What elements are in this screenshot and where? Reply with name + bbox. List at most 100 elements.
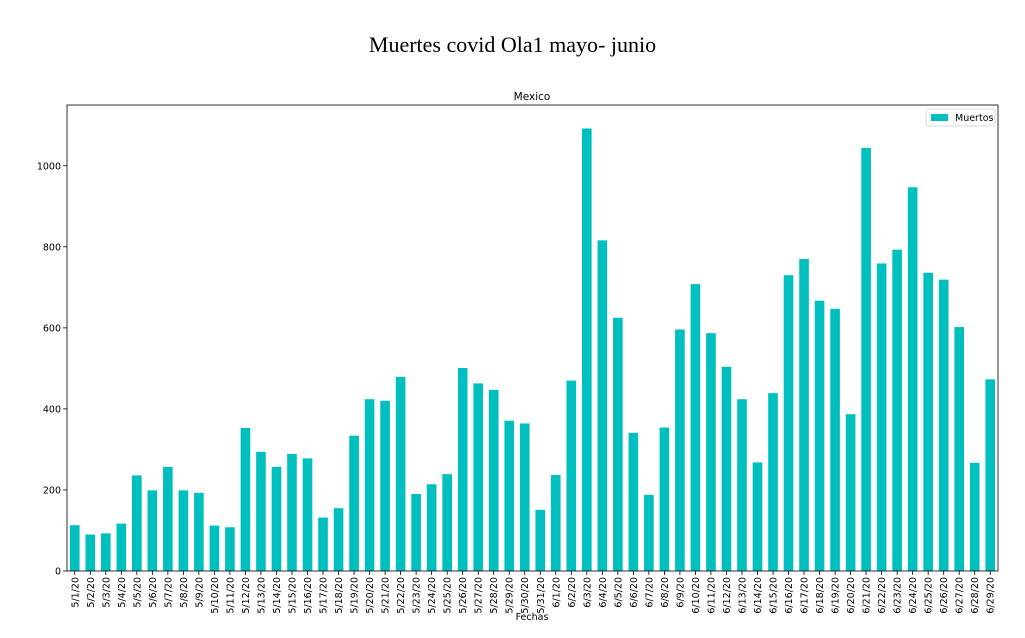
x-tick-label: 5/11/20 xyxy=(225,577,236,614)
x-tick-label: 5/9/20 xyxy=(194,577,205,608)
bar-6/9/20 xyxy=(675,329,685,571)
x-axis-ticks: 5/1/20 5/2/20 5/3/20 5/4/20 5/5/20 5/6/20 5/7/… xyxy=(70,571,997,614)
x-tick-label: 6/7/20 xyxy=(644,577,655,608)
x-tick-label: 6/6/20 xyxy=(629,577,640,608)
chart-title: Mexico xyxy=(514,91,551,103)
x-tick-label: 5/1/20 xyxy=(70,577,81,608)
legend-label: Muertos xyxy=(955,113,994,124)
bar-6/23/20 xyxy=(892,249,902,572)
x-tick-label: 5/24/20 xyxy=(427,577,438,614)
x-tick-label: 5/4/20 xyxy=(117,577,128,608)
bar-6/2/20 xyxy=(566,380,577,571)
x-tick-label: 6/22/20 xyxy=(877,577,888,614)
x-tick-label: 6/14/20 xyxy=(753,577,764,614)
x-tick-label: 5/7/20 xyxy=(163,577,174,608)
bar-6/28/20 xyxy=(969,462,980,571)
x-tick-label: 5/8/20 xyxy=(179,577,190,608)
x-tick-label: 6/13/20 xyxy=(737,577,748,614)
legend: Muertos xyxy=(925,108,996,127)
x-tick-label: 6/25/20 xyxy=(924,577,935,614)
bar-5/8/20 xyxy=(178,490,189,571)
bar-5/27/20 xyxy=(473,383,484,571)
x-tick-label: 5/31/20 xyxy=(536,577,547,614)
bar-5/15/20 xyxy=(287,453,297,571)
y-tick-label: 800 xyxy=(43,242,61,253)
x-tick-label: 5/30/20 xyxy=(520,577,531,614)
x-tick-label: 6/15/20 xyxy=(769,577,780,614)
x-tick-label: 6/26/20 xyxy=(939,577,950,614)
x-tick-label: 5/5/20 xyxy=(132,577,143,608)
x-tick-label: 5/17/20 xyxy=(319,577,330,614)
figure-title: Muertes covid Ola1 mayo- junio xyxy=(368,32,657,57)
x-tick-label: 5/6/20 xyxy=(148,577,159,608)
x-tick-label: 5/13/20 xyxy=(256,577,267,614)
x-tick-label: 5/25/20 xyxy=(443,577,454,614)
x-tick-label: 6/21/20 xyxy=(862,577,873,614)
x-tick-label: 5/26/20 xyxy=(458,577,469,614)
bar-6/6/20 xyxy=(628,432,639,571)
bar-6/4/20 xyxy=(597,240,608,572)
bar-6/27/20 xyxy=(954,327,965,571)
x-tick-label: 5/20/20 xyxy=(365,577,376,614)
bar-6/5/20 xyxy=(613,317,623,571)
x-tick-label: 6/29/20 xyxy=(986,577,997,614)
bar-5/2/20 xyxy=(85,534,96,571)
bar-6/29/20 xyxy=(985,379,996,571)
x-tick-label: 5/15/20 xyxy=(287,577,298,614)
bar-6/7/20 xyxy=(644,494,654,571)
bars-group xyxy=(69,128,996,572)
x-tick-label: 5/28/20 xyxy=(489,577,500,614)
bar-5/14/20 xyxy=(271,466,282,571)
x-tick-label: 6/24/20 xyxy=(908,577,919,614)
bar-6/19/20 xyxy=(830,308,840,571)
bar-5/17/20 xyxy=(318,517,328,571)
bar-5/12/20 xyxy=(240,427,251,571)
bar-5/28/20 xyxy=(488,389,499,571)
bar-6/15/20 xyxy=(768,393,778,571)
y-tick-label: 0 xyxy=(55,567,61,578)
bar-5/7/20 xyxy=(163,466,173,571)
bar-6/20/20 xyxy=(845,414,856,571)
bar-5/20/20 xyxy=(364,399,375,571)
x-tick-label: 6/5/20 xyxy=(613,577,624,608)
bar-5/9/20 xyxy=(194,492,204,571)
bar-5/10/20 xyxy=(209,525,220,571)
bar-6/25/20 xyxy=(923,272,933,571)
x-axis-label: Fechas xyxy=(516,612,549,623)
bar-6/13/20 xyxy=(737,399,747,571)
bar-6/22/20 xyxy=(876,263,887,571)
bar-5/19/20 xyxy=(349,435,359,571)
x-tick-label: 6/19/20 xyxy=(831,577,842,614)
bar-5/18/20 xyxy=(333,508,344,571)
y-tick-label: 600 xyxy=(43,323,61,334)
bar-5/5/20 xyxy=(132,475,142,571)
bar-6/21/20 xyxy=(861,147,871,571)
bar-5/1/20 xyxy=(69,525,80,571)
x-tick-label: 6/28/20 xyxy=(970,577,981,614)
x-tick-label: 6/4/20 xyxy=(598,577,609,608)
bar-5/24/20 xyxy=(426,484,437,571)
bar-5/23/20 xyxy=(411,494,421,571)
legend-swatch xyxy=(931,114,948,121)
x-tick-label: 5/12/20 xyxy=(241,577,252,614)
x-tick-label: 5/10/20 xyxy=(210,577,221,614)
x-tick-label: 5/29/20 xyxy=(505,577,516,614)
bar-6/3/20 xyxy=(581,128,592,571)
x-tick-label: 5/23/20 xyxy=(412,577,423,614)
bar-6/18/20 xyxy=(814,300,825,571)
y-tick-label: 200 xyxy=(43,485,61,496)
bar-6/1/20 xyxy=(550,474,561,571)
x-tick-label: 6/16/20 xyxy=(784,577,795,614)
x-tick-label: 6/9/20 xyxy=(675,577,686,608)
bar-5/4/20 xyxy=(116,523,127,571)
x-tick-label: 5/3/20 xyxy=(101,577,112,608)
x-tick-label: 6/27/20 xyxy=(955,577,966,614)
x-tick-label: 5/14/20 xyxy=(272,577,283,614)
bar-5/25/20 xyxy=(442,474,452,571)
x-tick-label: 6/3/20 xyxy=(582,577,593,608)
bar-5/16/20 xyxy=(302,458,313,571)
x-tick-label: 5/21/20 xyxy=(381,577,392,614)
x-tick-label: 6/18/20 xyxy=(815,577,826,614)
x-tick-label: 6/8/20 xyxy=(660,577,671,608)
